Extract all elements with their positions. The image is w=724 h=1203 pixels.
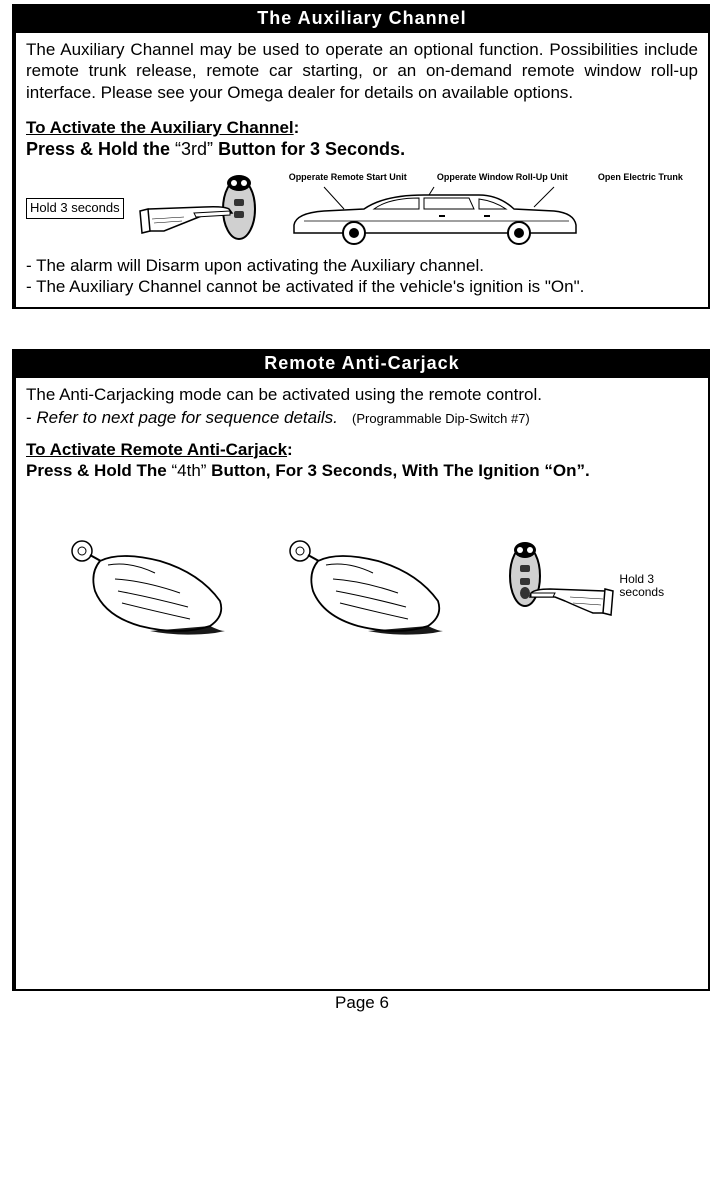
- auxiliary-activate-line: To Activate the Auxiliary Channel:: [26, 117, 698, 138]
- auxiliary-button-quoted: “3rd”: [175, 139, 213, 159]
- anticarjack-refer-line: - Refer to next page for sequence detail…: [26, 407, 698, 428]
- label-open-trunk: Open Electric Trunk: [598, 172, 683, 183]
- anticarjack-diagram-row: Hold 3 seconds: [26, 531, 698, 641]
- hold-line-2: seconds: [619, 586, 664, 599]
- auxiliary-press-hold: Press & Hold the “3rd” Button for 3 Seco…: [26, 138, 698, 161]
- auxiliary-press-prefix: Press & Hold the: [26, 139, 175, 159]
- anticarjack-activate-line: To Activate Remote Anti-Carjack:: [26, 439, 698, 460]
- section-auxiliary: The Auxiliary Channel The Auxiliary Chan…: [14, 4, 710, 309]
- anticarjack-press-suffix: With The Ignition “On”.: [402, 461, 590, 480]
- section-anticarjack: Remote Anti-Carjack The Anti-Carjacking …: [14, 349, 710, 991]
- anticarjack-press-hold: Press & Hold The “4th” Button, For 3 Sec…: [26, 460, 698, 481]
- auxiliary-diagram-row: Hold 3 seconds: [26, 169, 698, 249]
- hand-key-icon-2: [278, 531, 448, 641]
- remote-hold-group: Hold 3 seconds: [495, 531, 664, 641]
- hold-3-seconds-stack: Hold 3 seconds: [619, 573, 664, 599]
- hand-key-icon-1: [60, 531, 230, 641]
- auxiliary-note-2: - The Auxiliary Channel cannot be activa…: [26, 276, 698, 297]
- auxiliary-press-suffix: Button for 3 Seconds.: [213, 139, 405, 159]
- auxiliary-note-1: - The alarm will Disarm upon activating …: [26, 255, 698, 276]
- refer-dash: -: [26, 408, 36, 427]
- page: The Auxiliary Channel The Auxiliary Chan…: [0, 0, 724, 1203]
- section-anticarjack-header: Remote Anti-Carjack: [16, 349, 708, 378]
- hold-3-seconds-label: Hold 3 seconds: [26, 198, 124, 218]
- anticarjack-intro: The Anti-Carjacking mode can be activate…: [26, 384, 698, 405]
- label-window-rollup: Opperate Window Roll-Up Unit: [437, 172, 568, 183]
- hand-pressing-remote-icon: [134, 169, 264, 249]
- car-side-icon: [274, 185, 594, 245]
- anticarjack-activate-colon: :: [287, 440, 293, 459]
- page-number: Page 6: [14, 993, 710, 1013]
- anticarjack-press-prefix: Press & Hold The: [26, 461, 171, 480]
- section-auxiliary-body: The Auxiliary Channel may be used to ope…: [16, 33, 708, 307]
- anticarjack-button-quoted: “4th”: [171, 461, 206, 480]
- anticarjack-press-mid: Button, For 3 Seconds,: [206, 461, 402, 480]
- car-diagram-cluster: Opperate Remote Start Unit Opperate Wind…: [274, 172, 698, 245]
- section-auxiliary-header: The Auxiliary Channel: [16, 4, 708, 33]
- refer-italic: Refer to next page for sequence details.: [36, 408, 337, 427]
- auxiliary-activate-label: To Activate the Auxiliary Channel: [26, 118, 294, 137]
- car-labels-row: Opperate Remote Start Unit Opperate Wind…: [274, 172, 698, 183]
- dip-switch-note: (Programmable Dip-Switch #7): [352, 411, 530, 426]
- label-remote-start: Opperate Remote Start Unit: [289, 172, 407, 183]
- auxiliary-intro-text: The Auxiliary Channel may be used to ope…: [26, 39, 698, 103]
- section-anticarjack-body: The Anti-Carjacking mode can be activate…: [16, 378, 708, 651]
- remote-with-hand-icon: [495, 531, 615, 641]
- auxiliary-activate-colon: :: [294, 118, 300, 137]
- anticarjack-activate-label: To Activate Remote Anti-Carjack: [26, 440, 287, 459]
